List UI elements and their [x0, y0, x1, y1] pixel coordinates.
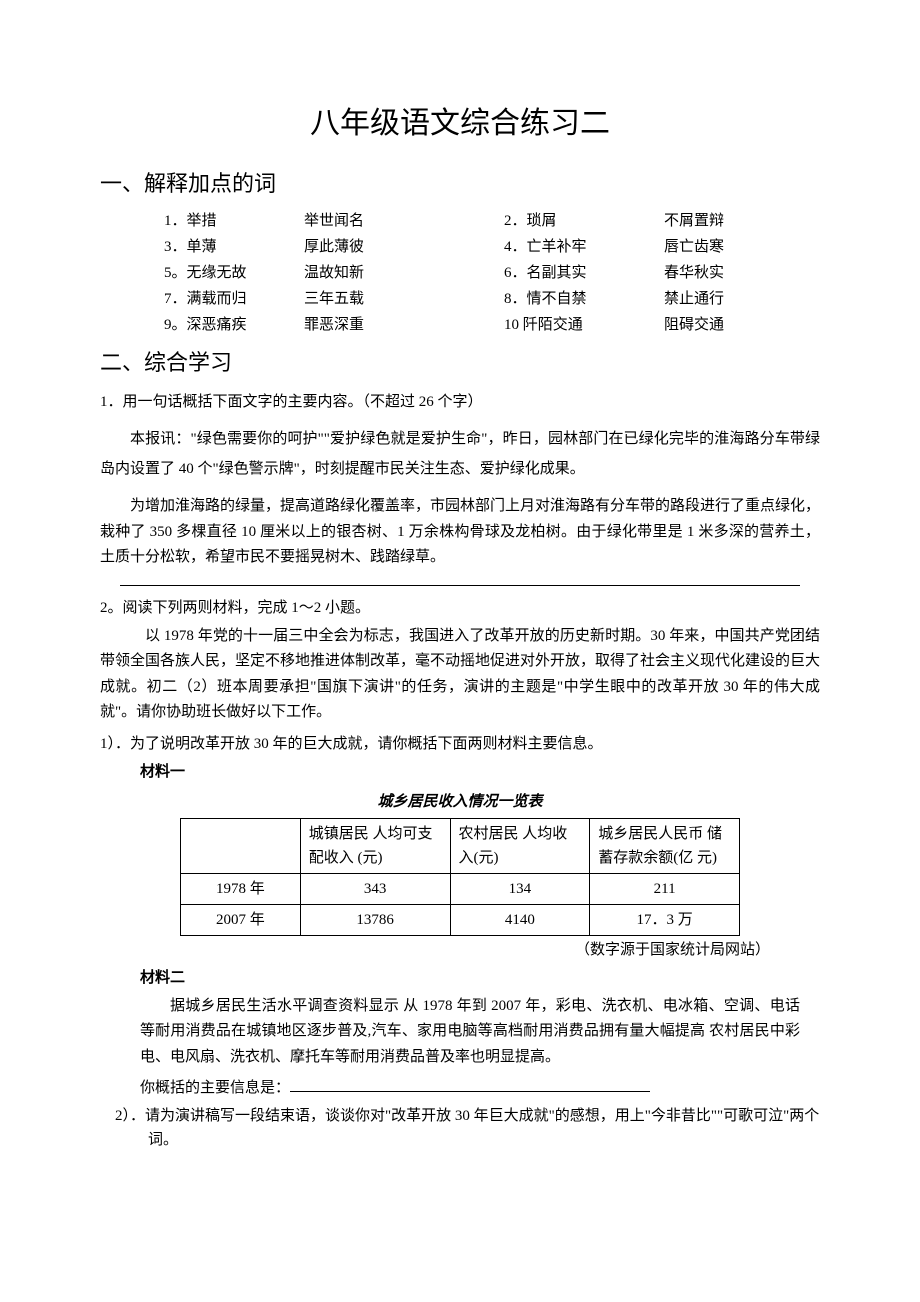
vocab-row: 9。深恶痛疾 罪恶深重 10 阡陌交通 阻碍交通 — [100, 313, 820, 337]
answer-blank-line — [120, 585, 800, 586]
summary-prompt-text: 你概括的主要信息是： — [140, 1080, 290, 1096]
vocab-item: 1．举措 — [164, 209, 304, 233]
vocab-item: 春华秋实 — [664, 261, 784, 285]
vocab-item: 9。深恶痛疾 — [164, 313, 304, 337]
table-header: 城乡居民人民币 储蓄存款余额(亿 元) — [590, 818, 740, 873]
vocab-item: 6．名副其实 — [504, 261, 664, 285]
vocab-list: 1．举措 举世闻名 2．琐屑 不屑置辩 3．单薄 厚此薄彼 4．亡羊补牢 唇亡齿… — [100, 209, 820, 337]
vocab-item: 举世闻名 — [304, 209, 504, 233]
question-2-prompt: 2。阅读下列两则材料，完成 1～2 小题。 — [100, 596, 820, 620]
table-cell: 17．3 万 — [590, 904, 740, 935]
vocab-row: 1．举措 举世闻名 2．琐屑 不屑置辩 — [100, 209, 820, 233]
vocab-item: 8．情不自禁 — [504, 287, 664, 311]
question-2-sub2-prompt: 2）．请为演讲稿写一段结束语，谈谈你对"改革开放 30 年巨大成就"的感想，用上… — [148, 1104, 820, 1152]
vocab-item: 3．单薄 — [164, 235, 304, 259]
question-2-sub1-prompt: 1）．为了说明改革开放 30 年的巨大成就，请你概括下面两则材料主要信息。 — [100, 732, 820, 756]
table-cell: 13786 — [300, 904, 450, 935]
vocab-row: 7．满载而归 三年五载 8．情不自禁 禁止通行 — [100, 287, 820, 311]
question-1-paragraph-2: 为增加淮海路的绿量，提高道路绿化覆盖率，市园林部门上月对淮海路有分车带的路段进行… — [100, 494, 820, 571]
vocab-item: 5。无缘无故 — [164, 261, 304, 285]
table-cell: 1978 年 — [181, 873, 301, 904]
table-header: 农村居民 人均收入(元) — [450, 818, 590, 873]
table-title: 城乡居民收入情况一览表 — [100, 790, 820, 814]
vocab-item: 7．满载而归 — [164, 287, 304, 311]
document-title: 八年级语文综合练习二 — [100, 100, 820, 148]
vocab-row: 3．单薄 厚此薄彼 4．亡羊补牢 唇亡齿寒 — [100, 235, 820, 259]
section2-heading: 二、综合学习 — [100, 345, 820, 380]
question-1-prompt: 1．用一句话概括下面文字的主要内容。（不超过 26 个字） — [100, 390, 820, 414]
vocab-row: 5。无缘无故 温故知新 6．名副其实 春华秋实 — [100, 261, 820, 285]
summary-prompt: 你概括的主要信息是： — [140, 1076, 820, 1100]
material-2-body: 据城乡居民生活水平调查资料显示 从 1978 年到 2007 年，彩电、洗衣机、… — [140, 994, 800, 1071]
table-header: 城镇居民 人均可支配收入 (元) — [300, 818, 450, 873]
material-1-label: 材料一 — [140, 760, 820, 784]
table-cell: 343 — [300, 873, 450, 904]
section1-heading: 一、解释加点的词 — [100, 166, 820, 201]
vocab-item: 温故知新 — [304, 261, 504, 285]
table-row: 2007 年 13786 4140 17．3 万 — [181, 904, 740, 935]
question-1-paragraph-1: 本报讯："绿色需要你的呵护""爱护绿色就是爱护生命"，昨日，园林部门在已绿化完毕… — [100, 424, 820, 484]
table-cell: 211 — [590, 873, 740, 904]
table-cell: 134 — [450, 873, 590, 904]
vocab-item: 厚此薄彼 — [304, 235, 504, 259]
table-cell: 4140 — [450, 904, 590, 935]
question-1: 1．用一句话概括下面文字的主要内容。（不超过 26 个字） 本报讯："绿色需要你… — [100, 390, 820, 586]
income-table: 城镇居民 人均可支配收入 (元) 农村居民 人均收入(元) 城乡居民人民币 储蓄… — [180, 818, 740, 936]
answer-underline — [290, 1091, 650, 1092]
vocab-item: 阻碍交通 — [664, 313, 784, 337]
vocab-item: 罪恶深重 — [304, 313, 504, 337]
table-row: 1978 年 343 134 211 — [181, 873, 740, 904]
table-source-note: （数字源于国家统计局网站） — [100, 938, 770, 962]
vocab-item: 唇亡齿寒 — [664, 235, 784, 259]
vocab-item: 三年五载 — [304, 287, 504, 311]
vocab-item: 2．琐屑 — [504, 209, 664, 233]
vocab-item: 10 阡陌交通 — [504, 313, 664, 337]
vocab-item: 不屑置辩 — [664, 209, 784, 233]
vocab-item: 禁止通行 — [664, 287, 784, 311]
table-cell: 2007 年 — [181, 904, 301, 935]
vocab-item: 4．亡羊补牢 — [504, 235, 664, 259]
question-2-intro: 以 1978 年党的十一届三中全会为标志，我国进入了改革开放的历史新时期。30 … — [100, 624, 820, 726]
question-2: 2。阅读下列两则材料，完成 1～2 小题。 以 1978 年党的十一届三中全会为… — [100, 596, 820, 1153]
table-header — [181, 818, 301, 873]
table-header-row: 城镇居民 人均可支配收入 (元) 农村居民 人均收入(元) 城乡居民人民币 储蓄… — [181, 818, 740, 873]
material-2-label: 材料二 — [140, 966, 820, 990]
